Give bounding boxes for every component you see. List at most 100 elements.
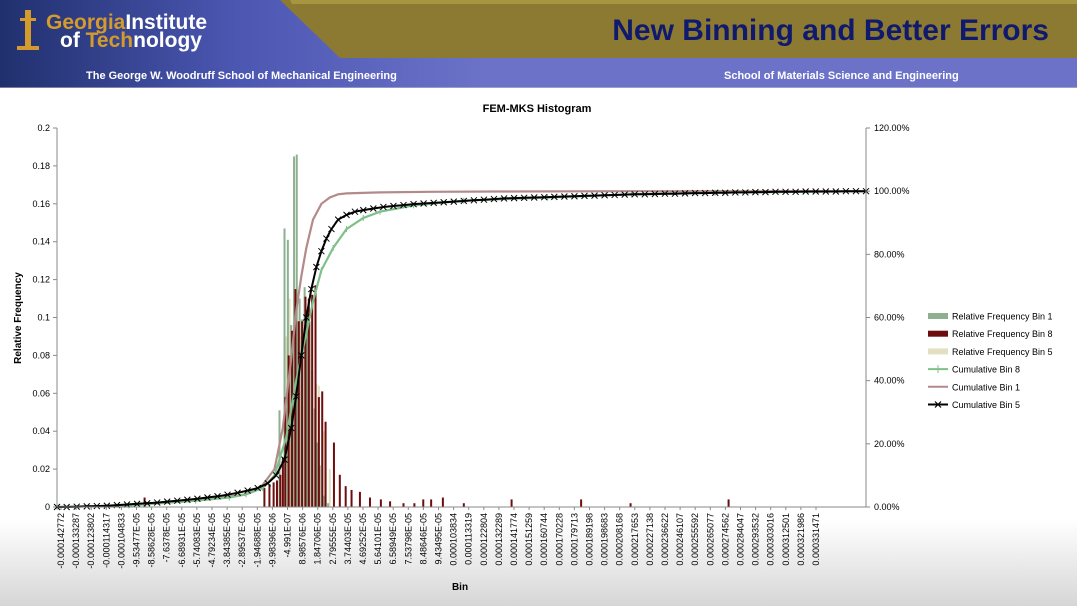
histogram-chart: FEM-MKS Histogram 0 0.02 0.04 0.06 0.08 0.1 0.… — [0, 88, 1077, 606]
point-marker — [802, 188, 810, 195]
bar — [358, 491, 361, 507]
y-tick-label: 0.08 — [32, 350, 50, 360]
point-marker — [792, 188, 799, 196]
x-axis-ticks: -0.000142772 -0.000133287 -0.000123802 -0.0… — [56, 507, 821, 569]
x-tick-label: -5.74083E-05 — [192, 513, 202, 568]
bar — [344, 486, 347, 507]
x-tick-label: 0.000331471 — [811, 513, 821, 566]
point-marker — [369, 205, 377, 212]
bar — [317, 397, 320, 507]
x-tick-label: 0.000113319 — [464, 513, 474, 565]
legend-swatch — [928, 348, 948, 355]
point-marker — [741, 189, 749, 196]
bar — [281, 457, 284, 507]
point-marker — [272, 472, 280, 479]
point-marker — [297, 352, 305, 359]
school-right: School of Materials Science and Engineer… — [724, 70, 959, 82]
legend-label: Relative Frequency Bin 8 — [952, 329, 1053, 339]
point-marker — [621, 191, 629, 198]
legend-label: Cumulative Bin 1 — [952, 382, 1020, 392]
point-marker — [812, 188, 820, 195]
point-marker — [500, 195, 508, 202]
point-marker — [400, 201, 407, 209]
point-marker — [591, 192, 598, 199]
y2-axis-ticks: 0.00% 20.00% 40.00% 60.00% 80.00% 100.00% 120.… — [866, 123, 910, 512]
bar — [322, 495, 325, 507]
bar — [328, 469, 331, 507]
x-tick-label: 4.69252E-05 — [358, 513, 368, 565]
point-marker — [460, 197, 468, 205]
point-marker — [581, 192, 588, 200]
x-tick-label: -0.000133287 — [71, 513, 81, 569]
y-tick-label: 0.1 — [37, 313, 50, 323]
point-marker — [450, 198, 458, 205]
x-tick-label: 0.000227138 — [645, 513, 655, 566]
x-tick-label: 0.000293532 — [751, 513, 761, 566]
point-marker — [323, 235, 330, 242]
x-tick-label: 0.000198683 — [600, 513, 610, 566]
point-marker — [571, 192, 578, 200]
point-marker — [153, 499, 161, 506]
point-marker — [762, 188, 769, 196]
x-tick-label: 0.000265077 — [705, 513, 715, 566]
point-marker — [194, 495, 201, 503]
point-marker — [842, 187, 850, 195]
bottom-texture — [0, 520, 1077, 606]
point-marker — [343, 211, 350, 219]
point-marker — [254, 484, 262, 492]
point-marker — [163, 498, 171, 505]
legend-label: Cumulative Bin 5 — [952, 400, 1020, 410]
x-tick-label: -2.89537E-05 — [237, 513, 247, 568]
legend-swatch — [928, 313, 948, 319]
point-marker — [641, 190, 649, 198]
point-marker — [721, 189, 729, 197]
x-tick-label: 8.98576E-06 — [298, 513, 308, 565]
chart-background — [0, 88, 1077, 606]
point-marker — [782, 188, 789, 196]
x-tick-label: 0.000274562 — [720, 513, 730, 566]
bar — [327, 503, 330, 507]
x-tick-label: 0.000321986 — [796, 513, 806, 566]
point-marker — [430, 199, 438, 207]
bar — [629, 503, 632, 507]
x-tick-label: 0.000284047 — [736, 513, 746, 566]
point-marker — [224, 491, 231, 499]
x-tick-label: 0.000189198 — [585, 513, 595, 566]
bar — [430, 499, 433, 507]
x-tick-label: 0.000208168 — [615, 513, 625, 566]
x-tick-label: 0.000141774 — [509, 513, 519, 566]
bar — [301, 321, 304, 507]
x-tick-label: 1.84706E-05 — [313, 513, 323, 565]
point-marker — [701, 189, 709, 197]
point-marker — [520, 194, 528, 202]
x-tick-label: 0.000236622 — [660, 513, 670, 566]
x-axis-label: Bin — [452, 582, 468, 593]
y2-tick-label: 0.00% — [874, 502, 900, 512]
y2-tick-label: 80.00% — [874, 249, 905, 259]
y2-tick-label: 120.00% — [874, 123, 910, 133]
point-marker — [281, 456, 288, 463]
x-tick-label: 0.000170228 — [554, 513, 564, 566]
y-tick-label: 0.04 — [32, 426, 50, 436]
school-left: The George W. Woodruff School of Mechani… — [86, 70, 397, 82]
x-tick-label: -9.98396E-06 — [267, 513, 277, 568]
x-tick-label: 2.79555E-05 — [328, 513, 338, 565]
point-marker — [510, 194, 518, 202]
bar — [279, 474, 282, 507]
point-marker — [561, 193, 568, 200]
y2-tick-label: 60.00% — [874, 313, 905, 323]
y2-tick-label: 20.00% — [874, 439, 905, 449]
point-marker — [103, 502, 111, 510]
point-marker — [390, 202, 397, 210]
chart-legend: Relative Frequency Bin 1 Relative Frequen… — [928, 312, 1053, 410]
bar — [580, 499, 583, 507]
bar — [283, 228, 286, 507]
point-marker — [540, 193, 548, 201]
point-marker — [671, 190, 679, 198]
x-tick-label: 0.000246107 — [675, 513, 685, 566]
header-banner: GeorgiaInstitute of Technology New Binni… — [0, 0, 1077, 89]
y-tick-label: 0.16 — [32, 199, 50, 209]
point-marker — [530, 194, 538, 201]
bar — [379, 499, 382, 507]
y-tick-label: 0.12 — [32, 275, 50, 285]
